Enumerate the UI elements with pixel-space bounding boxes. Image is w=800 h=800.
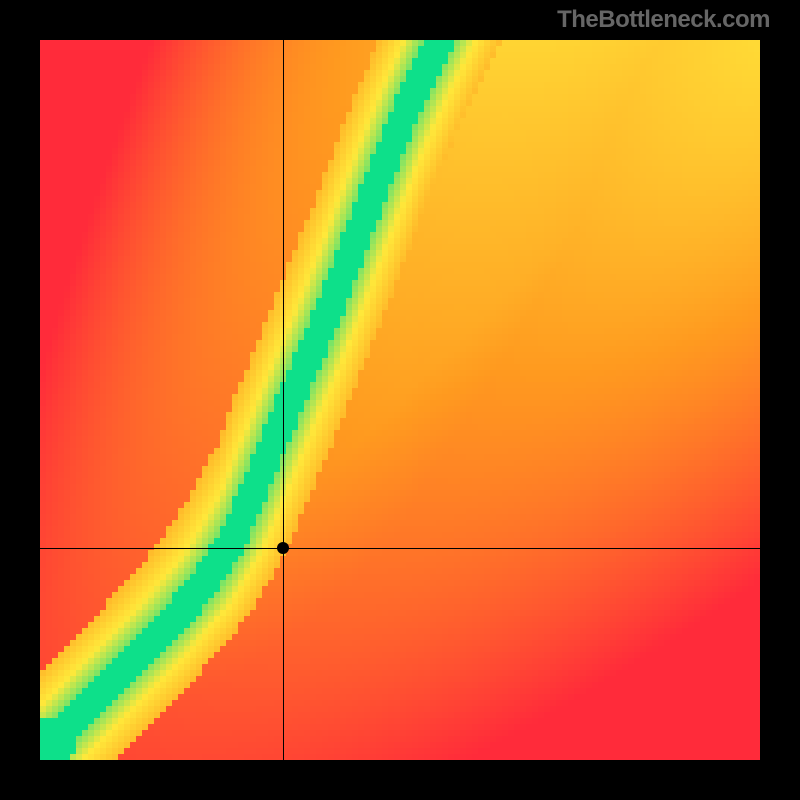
crosshair-vertical xyxy=(283,40,284,760)
plot-area xyxy=(40,40,760,760)
crosshair-horizontal xyxy=(40,548,760,549)
crosshair-marker xyxy=(277,542,289,554)
heatmap-canvas xyxy=(40,40,760,760)
watermark-text: TheBottleneck.com xyxy=(557,6,770,34)
chart-container: TheBottleneck.com xyxy=(0,0,800,800)
